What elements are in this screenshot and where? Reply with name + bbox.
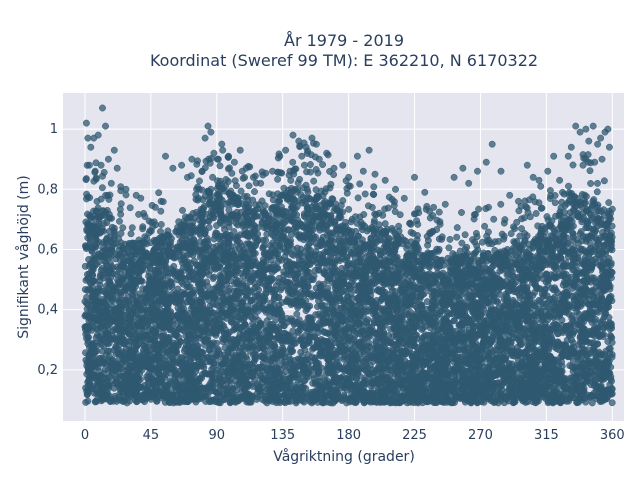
data-point	[293, 244, 301, 252]
data-point	[608, 246, 616, 254]
data-point	[293, 310, 301, 318]
data-point	[608, 399, 616, 407]
data-point	[213, 222, 221, 230]
data-point	[96, 281, 104, 289]
data-point	[262, 236, 270, 244]
data-point	[278, 203, 285, 211]
data-point	[588, 399, 596, 407]
chart-title-line-1: År 1979 - 2019	[284, 31, 404, 50]
data-point	[290, 251, 298, 259]
data-point	[82, 398, 90, 406]
data-point	[259, 243, 267, 251]
chart-title-line-2: Koordinat (Sweref 99 TM): E 362210, N 61…	[150, 51, 538, 70]
data-points	[81, 104, 616, 407]
data-point	[209, 275, 217, 282]
data-point	[190, 257, 198, 265]
data-point	[90, 256, 98, 264]
data-point	[274, 258, 282, 265]
